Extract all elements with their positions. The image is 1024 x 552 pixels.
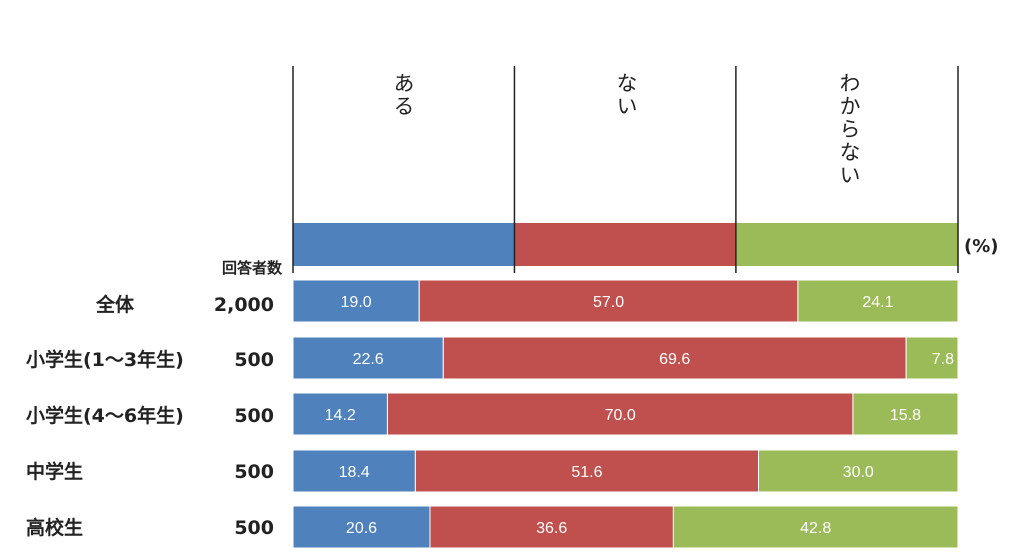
bar-segment-r0-s0 bbox=[292, 279, 420, 323]
bar-segment-r1-s1 bbox=[442, 336, 907, 380]
data-label-r3-s2: 30.0 bbox=[843, 464, 874, 481]
header-segment-1 bbox=[514, 223, 736, 266]
category-label-elem-4-6: 小学生(4～6年生) bbox=[26, 405, 184, 427]
bar-segment-r2-s2 bbox=[852, 392, 959, 436]
legend-label-nai: ない bbox=[614, 72, 638, 118]
category-label-high-school: 高校生 bbox=[26, 517, 84, 539]
legend-label-aru: ある bbox=[391, 72, 415, 118]
bar-segment-r1-s0 bbox=[292, 336, 444, 380]
respondent-count-elem-1-3: 500 bbox=[234, 349, 274, 371]
header-segment-2 bbox=[735, 223, 958, 266]
data-label-r1-s2: 7.8 bbox=[932, 351, 954, 368]
bar-segment-r2-s0 bbox=[292, 392, 388, 436]
category-label-elem-1-3: 小学生(1～3年生) bbox=[26, 349, 184, 371]
data-label-r0-s2: 24.1 bbox=[862, 294, 893, 311]
data-label-r2-s1: 70.0 bbox=[605, 407, 636, 424]
data-label-r0-s0: 19.0 bbox=[341, 294, 372, 311]
category-label-all: 全体 bbox=[96, 294, 135, 316]
bar-segment-r2-s1 bbox=[386, 392, 854, 436]
data-label-r4-s0: 20.6 bbox=[346, 520, 377, 537]
respondent-count-high-school: 500 bbox=[234, 517, 274, 539]
bar-segment-r0-s1 bbox=[418, 279, 799, 323]
data-label-r4-s2: 42.8 bbox=[800, 520, 831, 537]
bar-segment-r0-s2 bbox=[797, 279, 959, 323]
data-label-r0-s1: 57.0 bbox=[593, 294, 624, 311]
data-label-r4-s1: 36.6 bbox=[536, 520, 567, 537]
respondent-count-all: 2,000 bbox=[213, 294, 274, 316]
bar-segment-r3-s2 bbox=[758, 449, 959, 493]
data-label-r3-s0: 18.4 bbox=[339, 464, 370, 481]
respondent-count-junior-high: 500 bbox=[234, 461, 274, 483]
legend-label-wakaranai: わからない bbox=[837, 72, 861, 187]
data-label-r1-s1: 69.6 bbox=[659, 351, 690, 368]
bar-segment-r1-s2 bbox=[905, 336, 959, 380]
bar-segment-r4-s1 bbox=[429, 505, 674, 549]
data-label-r1-s0: 22.6 bbox=[353, 351, 384, 368]
bar-segment-r3-s1 bbox=[414, 449, 759, 493]
data-label-r2-s0: 14.2 bbox=[325, 407, 356, 424]
unit-label: (%) bbox=[964, 236, 999, 257]
category-label-junior-high: 中学生 bbox=[26, 461, 84, 483]
respondents-header: 回答者数 bbox=[222, 259, 283, 277]
data-label-r2-s2: 15.8 bbox=[890, 407, 921, 424]
header-segment-0 bbox=[293, 223, 515, 266]
data-label-r3-s1: 51.6 bbox=[571, 464, 602, 481]
bar-segment-r3-s0 bbox=[292, 449, 416, 493]
bar-segment-r4-s0 bbox=[292, 505, 431, 549]
respondent-count-elem-4-6: 500 bbox=[234, 405, 274, 427]
bar-segment-r4-s2 bbox=[672, 505, 959, 549]
